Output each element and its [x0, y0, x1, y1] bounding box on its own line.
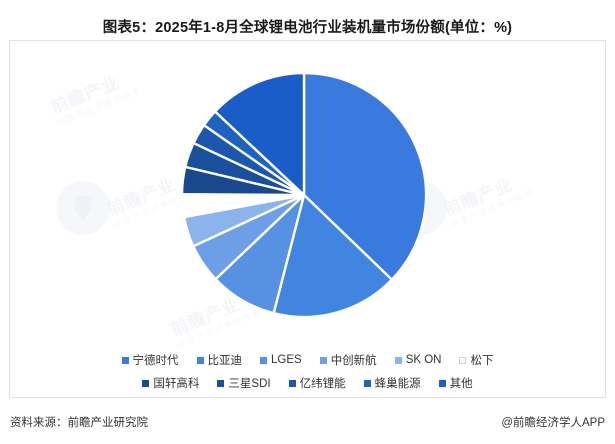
pie-slice[interactable]: [302, 71, 428, 281]
legend-label: LGES: [271, 354, 302, 366]
chart-frame: 前瞻产业 中国产业咨询领导者 前瞻产业 中国产业咨询领导者 前瞻产业 中国产业咨…: [9, 40, 606, 398]
source-text: 资料来源：前瞻产业研究院: [10, 417, 148, 429]
legend-row-2: 国轩高科 三星SDI 亿纬锂能 蜂巢能源 其他: [133, 375, 481, 391]
legend-item[interactable]: 蜂巢能源: [363, 375, 421, 391]
legend-swatch-icon: [121, 356, 129, 364]
legend-label: 亿纬锂能: [299, 378, 346, 390]
legend-label: 其他: [449, 378, 473, 390]
legend-swatch-icon: [260, 356, 267, 364]
legend-item[interactable]: 松下: [459, 352, 493, 368]
legend-label: 比亚迪: [207, 355, 243, 367]
legend-label: 松下: [470, 355, 494, 367]
legend-label: 宁德时代: [132, 355, 179, 367]
pie-slice[interactable]: [213, 71, 306, 197]
page-title: 图表5：2025年1-8月全球锂电池行业装机量市场份额(单位：%): [102, 20, 513, 36]
legend-item[interactable]: 中创新航: [319, 352, 377, 368]
legend-swatch-icon: [363, 379, 371, 387]
legend-label: 三星SDI: [228, 378, 271, 390]
legend-label: 蜂巢能源: [374, 378, 421, 390]
legend-swatch-icon: [459, 356, 467, 364]
legend-row-1: 宁德时代 比亚迪 LGES 中创新航 SK ON 松下: [113, 352, 503, 368]
legend-swatch-icon: [196, 356, 204, 364]
pie-slice-group: [180, 71, 428, 319]
pie-chart: [10, 41, 605, 397]
legend-item[interactable]: SK ON: [394, 354, 442, 366]
legend-label: 国轩高科: [153, 378, 200, 390]
legend-swatch-icon: [319, 356, 327, 364]
legend-swatch-icon: [288, 379, 296, 387]
chart-footer: 资料来源：前瞻产业研究院 @前瞻经济学人APP: [0, 408, 615, 444]
legend-item[interactable]: 其他: [438, 375, 473, 391]
legend-swatch-icon: [217, 379, 225, 387]
legend-item[interactable]: 国轩高科: [142, 375, 199, 391]
legend-item[interactable]: 三星SDI: [217, 375, 271, 391]
legend-swatch-icon: [394, 356, 402, 364]
pie-svg: [180, 71, 428, 319]
legend-item[interactable]: LGES: [260, 354, 302, 366]
legend-swatch-icon: [438, 379, 446, 387]
legend-label: 中创新航: [330, 355, 377, 367]
legend-item[interactable]: 亿纬锂能: [288, 375, 346, 391]
legend-swatch-icon: [142, 379, 150, 387]
pie-slice[interactable]: [272, 193, 394, 319]
legend-item[interactable]: 比亚迪: [196, 352, 243, 368]
legend-item[interactable]: 宁德时代: [121, 352, 179, 368]
legend-label: SK ON: [405, 354, 442, 366]
app-attribution: @前瞻经济学人APP: [501, 417, 605, 429]
chart-legend: 宁德时代 比亚迪 LGES 中创新航 SK ON 松下 国轩高科 三星SDI 亿纬锂能 蜂巢能源…: [10, 352, 605, 391]
